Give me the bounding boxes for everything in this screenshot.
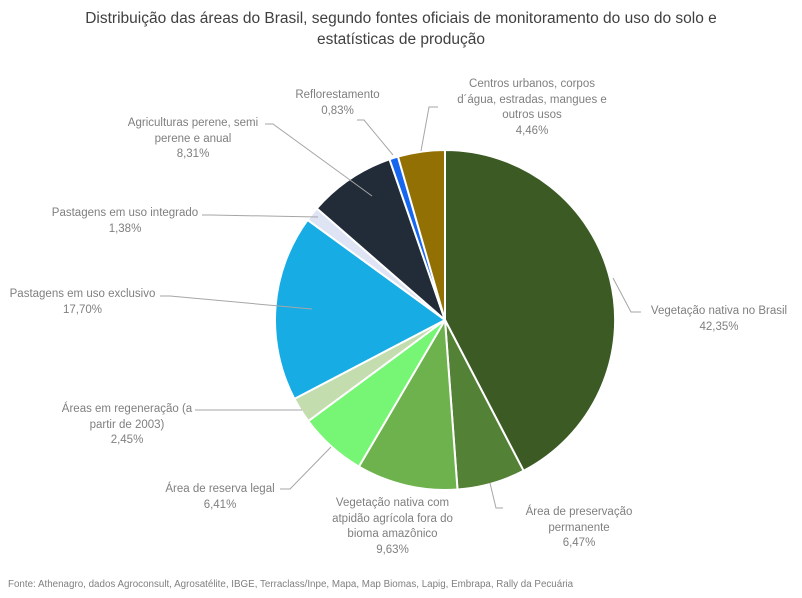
leader-line-7 (202, 214, 319, 218)
slice-label-7: Pastagens em uso integrado 1,38% (40, 206, 210, 237)
leader-line-4 (280, 446, 332, 490)
slice-label-6: Pastagens em uso exclusivo 17,70% (0, 287, 165, 318)
slice-label-pct: 6,47% (562, 537, 596, 549)
slice-label-9: Reflorestamento 0,83% (285, 88, 390, 119)
pie-slice-8 (315, 158, 446, 321)
slice-label-text: Pastagens em uso exclusivo (9, 288, 156, 300)
slice-label-text: Vegetação nativa no Brasil (650, 305, 788, 317)
leader-line-6 (160, 295, 313, 310)
slice-label-3: Vegetação nativa com atpidão agrícola for… (315, 496, 470, 558)
leader-line-1 (612, 277, 641, 313)
slice-label-5: Áreas em regeneração (a partir de 2003) 2,… (52, 402, 202, 449)
pie-slice-6 (274, 218, 446, 400)
pie-slice-3 (357, 319, 459, 491)
slice-label-4: Área de reserva legal 6,41% (155, 482, 285, 513)
slice-label-text: Área de reserva legal (165, 483, 275, 495)
slice-label-text: bioma amazônico (347, 528, 438, 540)
slice-label-text: Área de preservação (525, 506, 633, 518)
slice-label-pct: 2,45% (110, 434, 144, 446)
leader-line-10 (420, 106, 438, 152)
slice-label-text: atpidão agrícola fora do (332, 512, 453, 525)
leader-line-9 (357, 119, 394, 156)
chart-title-text: Distribuição das áreas do Brasil, segund… (85, 10, 717, 48)
slice-label-text: partir de 2003) (89, 418, 165, 431)
leader-line-8 (265, 123, 373, 197)
slice-label-text: perene e anual (154, 132, 232, 145)
slice-label-text: Centros urbanos, corpos (469, 78, 595, 90)
slice-label-1: Vegetação nativa no Brasil 42,35% (638, 304, 800, 335)
slice-label-text: Agriculturas perene, semi (127, 117, 259, 129)
slice-label-text: d´água, estradas, mangues e (457, 93, 607, 106)
slice-label-10: Centros urbanos, corpos d´água, estradas,… (437, 77, 627, 139)
chart-title: Distribuição das áreas do Brasil, segund… (0, 8, 802, 50)
pie-slice-1 (444, 149, 617, 472)
slice-label-text: outros usos (502, 109, 562, 121)
source-note: Fonte: Athenagro, dados Agroconsult, Agr… (8, 579, 574, 590)
slice-label-text: Pastagens em uso integrado (51, 207, 199, 219)
slice-label-pct: 42,35% (699, 320, 739, 333)
slice-label-pct: 8,31% (176, 148, 210, 160)
slice-label-pct: 9,63% (376, 543, 409, 556)
slice-label-text: permanente (548, 521, 610, 534)
slice-label-2: Área de preservação permanente 6,47% (495, 505, 663, 552)
slice-label-pct: 0,83% (321, 104, 354, 117)
pie-slice-10 (397, 148, 446, 321)
slice-label-text: Reflorestamento (295, 89, 380, 101)
slice-label-text: Áreas em regeneração (a (61, 403, 193, 415)
slice-label-text: Vegetação nativa com (335, 497, 450, 509)
slice-label-pct: 1,38% (108, 222, 142, 235)
leader-line-2 (489, 482, 503, 509)
slice-label-pct: 17,70% (62, 303, 102, 316)
slice-label-pct: 6,41% (203, 498, 237, 511)
slice-label-8: Agriculturas perene, semi perene e anual 8… (108, 116, 278, 163)
slice-label-pct: 4,46% (515, 124, 549, 137)
